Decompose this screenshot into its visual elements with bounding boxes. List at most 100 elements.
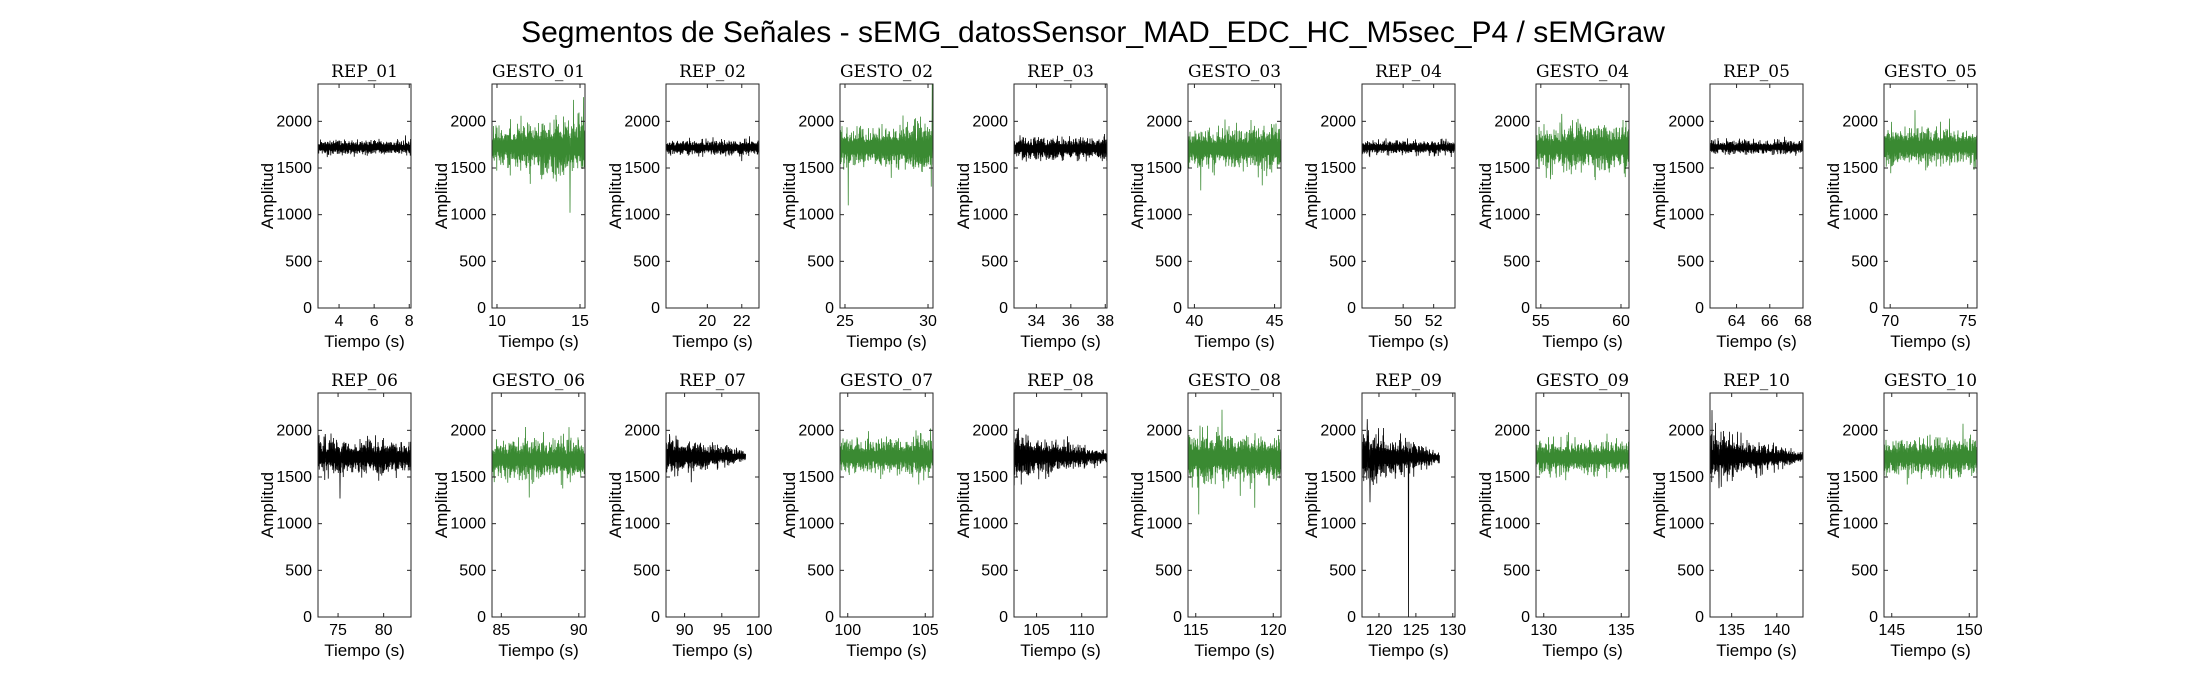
y-tick-label: 1000 (1842, 516, 1878, 533)
signal-trace (1709, 410, 1804, 489)
axes-frame (665, 392, 760, 618)
x-axis-label: Tiempo (s) (672, 332, 753, 351)
x-tick-label: 34 (1027, 313, 1045, 330)
y-tick-label: 2000 (1842, 113, 1878, 130)
x-tick-label: 120 (1260, 622, 1287, 639)
panel-title: GESTO_09 (1536, 371, 1629, 391)
y-tick-label: 1500 (798, 160, 834, 177)
x-axis-label: Tiempo (s) (324, 641, 405, 660)
y-axis-label: Amplitud (1476, 472, 1495, 538)
y-axis-label: Amplitud (1650, 163, 1669, 229)
x-tick-label: 120 (1366, 622, 1393, 639)
x-axis-label: Tiempo (s) (1716, 332, 1797, 351)
signal-trace (839, 83, 934, 206)
y-tick-label: 500 (1851, 562, 1878, 579)
x-axis-label: Tiempo (s) (1194, 641, 1275, 660)
y-tick-label: 1500 (972, 160, 1008, 177)
x-tick-label: 22 (733, 313, 751, 330)
x-tick-label: 38 (1096, 313, 1114, 330)
x-tick-label: 45 (1266, 313, 1284, 330)
x-tick-label: 64 (1728, 313, 1746, 330)
y-tick-label: 1000 (1494, 516, 1530, 533)
y-tick-label: 500 (1503, 253, 1530, 270)
y-tick-label: 1500 (1842, 160, 1878, 177)
panel-rep-02: 0 500 1000 1500 2000 20 22 REP_02 Tiempo (s) Ampl… (606, 62, 760, 351)
y-tick-label: 1000 (276, 207, 312, 224)
y-tick-label: 500 (807, 562, 834, 579)
x-axis-label: Tiempo (s) (1890, 332, 1971, 351)
figure-title: Segmentos de Señales - sEMG_datosSensor_… (521, 16, 1665, 49)
y-tick-label: 1500 (624, 469, 660, 486)
y-tick-label: 2000 (798, 422, 834, 439)
panel-gesto-01: 0 500 1000 1500 2000 10 15 GESTO_01 Tiempo (s) Am… (432, 62, 589, 351)
panel-rep-10: 0 500 1000 1500 2000 135 140 REP_10 Tiempo (s) Am… (1650, 371, 1804, 660)
y-tick-label: 500 (1503, 562, 1530, 579)
y-tick-label: 0 (999, 300, 1008, 317)
y-tick-label: 500 (459, 253, 486, 270)
signal-trace (1013, 428, 1108, 486)
y-tick-label: 1000 (1320, 207, 1356, 224)
y-axis-label: Amplitud (432, 472, 451, 538)
axes-frame (317, 392, 412, 618)
y-axis-label: Amplitud (432, 163, 451, 229)
y-axis-label: Amplitud (780, 163, 799, 229)
y-tick-label: 2000 (450, 422, 486, 439)
y-axis-label: Amplitud (258, 472, 277, 538)
axes-frame (1709, 83, 1804, 309)
y-tick-label: 2000 (1494, 422, 1530, 439)
x-tick-label: 135 (1608, 622, 1635, 639)
signal-trace (1013, 134, 1108, 162)
x-tick-label: 8 (405, 313, 414, 330)
signal-trace (665, 136, 760, 162)
y-tick-label: 500 (981, 562, 1008, 579)
signal-trace (1361, 419, 1440, 618)
signal-trace (1187, 409, 1282, 515)
y-tick-label: 500 (285, 562, 312, 579)
panel-gesto-08: 0 500 1000 1500 2000 115 120 GESTO_08 Tiempo (s)… (1128, 371, 1287, 660)
signal-trace (491, 426, 586, 498)
axes-frame (1535, 83, 1630, 309)
y-tick-label: 1500 (624, 160, 660, 177)
panel-gesto-03: 0 500 1000 1500 2000 40 45 GESTO_03 Tiempo (s) Am… (1128, 62, 1284, 351)
y-axis-label: Amplitud (780, 472, 799, 538)
y-axis-label: Amplitud (1302, 163, 1321, 229)
axes-frame (1187, 392, 1282, 618)
signal-trace (1361, 138, 1456, 158)
y-tick-label: 1500 (1146, 160, 1182, 177)
panel-gesto-04: 0 500 1000 1500 2000 55 60 GESTO_04 Tiempo (s) Am… (1476, 62, 1630, 351)
y-tick-label: 1000 (1494, 207, 1530, 224)
panel-title: GESTO_02 (840, 62, 933, 82)
axes-frame (1883, 83, 1978, 309)
panel-rep-07: 0 500 1000 1500 2000 90 95 100 REP_07 Tiempo (s) A… (606, 371, 772, 660)
y-tick-label: 0 (651, 300, 660, 317)
y-tick-label: 1500 (972, 469, 1008, 486)
y-tick-label: 1500 (1494, 160, 1530, 177)
x-tick-label: 90 (570, 622, 588, 639)
y-tick-label: 1000 (798, 516, 834, 533)
y-tick-label: 500 (285, 253, 312, 270)
panel-title: REP_05 (1723, 62, 1790, 82)
signal-trace (317, 433, 412, 499)
x-tick-label: 50 (1394, 313, 1412, 330)
signal-trace (491, 97, 586, 213)
y-tick-label: 2000 (1146, 113, 1182, 130)
y-tick-label: 0 (477, 609, 486, 626)
panel-title: REP_02 (679, 62, 746, 82)
x-tick-label: 95 (713, 622, 731, 639)
y-tick-label: 1500 (1494, 469, 1530, 486)
axes-frame (1361, 83, 1456, 309)
axes-frame (665, 83, 760, 309)
panel-title: GESTO_03 (1188, 62, 1281, 82)
y-axis-label: Amplitud (606, 163, 625, 229)
panel-title: REP_04 (1375, 62, 1442, 82)
y-tick-label: 500 (981, 253, 1008, 270)
axes-frame (1013, 83, 1108, 309)
x-tick-label: 100 (834, 622, 861, 639)
y-tick-label: 2000 (1320, 422, 1356, 439)
signal-trace (1187, 119, 1282, 191)
y-tick-label: 1000 (450, 207, 486, 224)
y-tick-label: 500 (1155, 253, 1182, 270)
y-axis-label: Amplitud (1128, 472, 1147, 538)
panel-title: REP_09 (1375, 371, 1442, 391)
